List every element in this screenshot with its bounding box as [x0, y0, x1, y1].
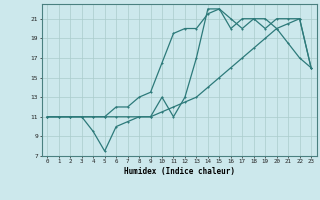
X-axis label: Humidex (Indice chaleur): Humidex (Indice chaleur)	[124, 167, 235, 176]
